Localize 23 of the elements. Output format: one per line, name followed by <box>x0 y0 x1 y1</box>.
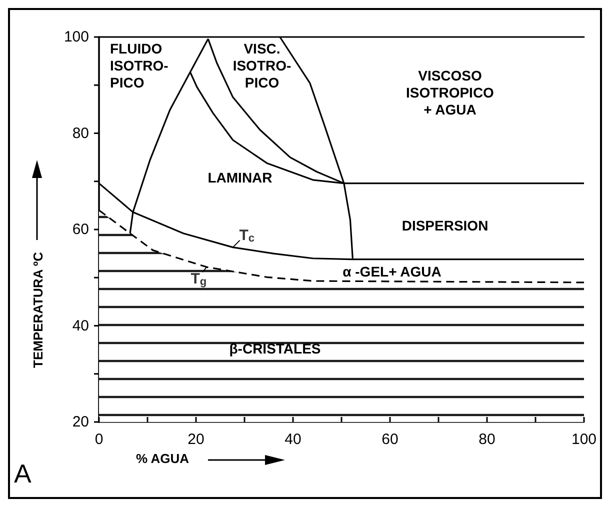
annotation: α -GEL+ AGUA <box>342 264 442 280</box>
y-tick-label: 100 <box>64 28 89 46</box>
annotation: β-CRISTALES <box>229 340 321 356</box>
y-tick-label: 20 <box>72 414 89 430</box>
text: A <box>14 458 32 488</box>
x-tick-label: 60 <box>382 431 398 448</box>
annotation: LAMINAR <box>208 170 272 186</box>
x-tick-label: 40 <box>284 431 302 448</box>
x-tick-label: 100 <box>571 431 597 448</box>
y-tick-label: 60 <box>72 221 89 238</box>
y-axis-title: TEMPERATURA ºC <box>30 251 46 368</box>
annotation: FLUIDO ISOTRO- PICO <box>110 40 169 90</box>
x-tick-label: 20 <box>188 431 204 448</box>
y-tick-label: 80 <box>72 124 89 142</box>
annotation: Tc <box>239 226 255 244</box>
annotation: VISCOSO ISOTROPICO + AGUA <box>406 68 494 118</box>
x-tick-label: 0 <box>94 431 104 448</box>
annotation: Tg <box>190 270 207 288</box>
annotation: DISPERSION <box>402 218 488 234</box>
annotation: VISC. ISOTRO- PICO <box>232 40 292 90</box>
x-tick-label: 80 <box>478 431 496 448</box>
x-axis-title: % AGUA <box>136 451 190 466</box>
y-tick-label: 40 <box>72 317 89 334</box>
